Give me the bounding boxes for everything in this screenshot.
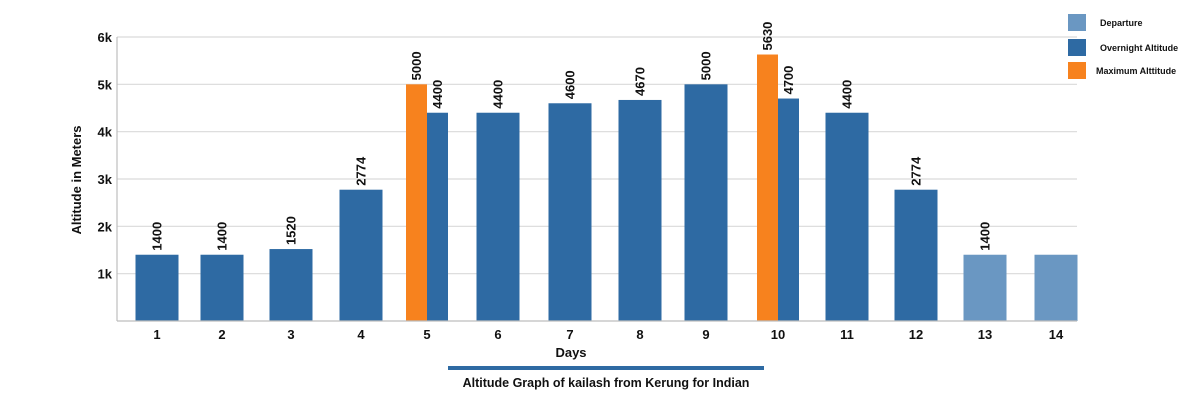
data-label: 4670 (633, 67, 648, 96)
bar-overnight-altitude (548, 103, 592, 322)
x-tick-label: 1 (153, 327, 160, 342)
x-tick-label: 6 (494, 327, 501, 342)
bar-departure (963, 254, 1007, 321)
y-tick-label: 1k (98, 267, 113, 282)
bar-departure (1034, 254, 1078, 321)
data-label: 2774 (354, 156, 369, 186)
data-label: 4600 (563, 70, 578, 99)
data-label: 1520 (284, 216, 299, 245)
data-label: 5000 (699, 51, 714, 80)
bar-overnight-altitude (618, 99, 662, 321)
x-tick-label: 10 (771, 327, 785, 342)
bar-overnight-altitude (778, 98, 799, 322)
bar-overnight-altitude (135, 254, 179, 321)
x-tick-label: 5 (423, 327, 430, 342)
bar-overnight-altitude (269, 249, 313, 321)
legend-label: Departure (1100, 18, 1143, 28)
legend-swatch (1068, 62, 1086, 79)
data-label: 4400 (840, 80, 855, 109)
data-label: 4700 (781, 66, 796, 95)
legend-label: Overnight Altitude (1100, 43, 1178, 53)
y-tick-label: 5k (98, 77, 113, 92)
x-tick-label: 11 (840, 327, 854, 342)
bar-overnight-altitude (476, 112, 520, 321)
data-label: 2774 (909, 156, 924, 186)
x-tick-label: 13 (978, 327, 992, 342)
y-tick-label: 3k (98, 172, 113, 187)
legend-swatch (1068, 39, 1086, 56)
x-tick-label: 3 (287, 327, 294, 342)
bar-maximum-altitude (757, 54, 778, 321)
bar-overnight-altitude (200, 254, 244, 321)
legend-swatch (1068, 14, 1086, 31)
legend-label: Maximum Alttitude (1096, 66, 1176, 76)
y-axis-title: Altitude in Meters (69, 125, 84, 234)
data-label: 5630 (760, 22, 775, 51)
x-axis-title: Days (555, 345, 586, 360)
x-tick-label: 8 (636, 327, 643, 342)
bar-overnight-altitude (825, 112, 869, 321)
data-label: 4400 (491, 80, 506, 109)
bar-overnight-altitude (339, 189, 383, 321)
bar-overnight-altitude (894, 189, 938, 321)
bar-overnight-altitude (684, 84, 728, 321)
x-tick-label: 4 (357, 327, 365, 342)
y-tick-label: 6k (98, 30, 113, 45)
data-label: 4400 (430, 80, 445, 109)
data-label: 1400 (978, 222, 993, 251)
x-tick-label: 14 (1049, 327, 1064, 342)
x-tick-label: 7 (566, 327, 573, 342)
y-tick-label: 2k (98, 219, 113, 234)
x-tick-label: 2 (218, 327, 225, 342)
y-tick-label: 4k (98, 125, 113, 140)
bar-maximum-altitude (406, 84, 427, 321)
x-tick-label: 12 (909, 327, 923, 342)
bar-overnight-altitude (427, 112, 448, 321)
data-label: 1400 (150, 222, 165, 251)
data-label: 1400 (215, 222, 230, 251)
x-tick-label: 9 (702, 327, 709, 342)
data-label: 5000 (409, 51, 424, 80)
chart-title: Altitude Graph of kailash from Kerung fo… (448, 366, 764, 390)
